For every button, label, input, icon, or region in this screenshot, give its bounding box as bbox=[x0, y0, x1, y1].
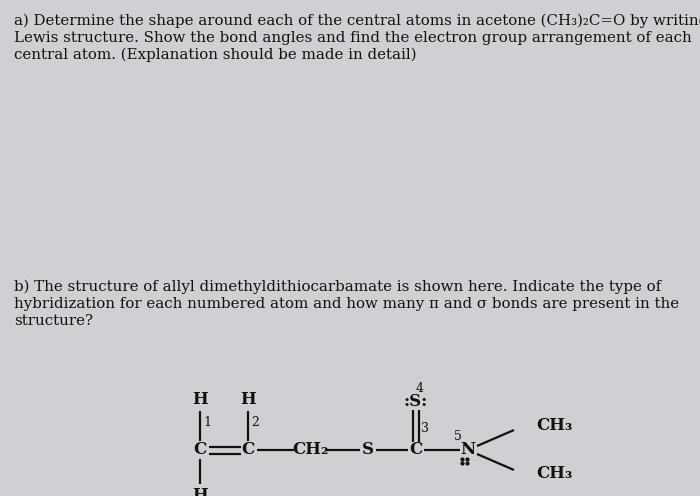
Text: structure?: structure? bbox=[14, 314, 93, 328]
Text: C: C bbox=[193, 441, 206, 458]
Text: C: C bbox=[241, 441, 255, 458]
Text: hybridization for each numbered atom and how many π and σ bonds are present in t: hybridization for each numbered atom and… bbox=[14, 297, 679, 311]
Text: b) The structure of allyl dimethyldithiocarbamate is shown here. Indicate the ty: b) The structure of allyl dimethyldithio… bbox=[14, 280, 662, 295]
Text: CH₃: CH₃ bbox=[536, 466, 573, 483]
Text: 2: 2 bbox=[251, 416, 259, 429]
Text: S: S bbox=[362, 441, 374, 458]
Text: :S:: :S: bbox=[404, 393, 428, 411]
Text: 1: 1 bbox=[203, 416, 211, 429]
Text: H: H bbox=[192, 487, 208, 496]
Text: CH₃: CH₃ bbox=[536, 418, 573, 434]
Text: H: H bbox=[192, 391, 208, 409]
Text: CH₂: CH₂ bbox=[292, 441, 328, 458]
Text: central atom. (Explanation should be made in detail): central atom. (Explanation should be mad… bbox=[14, 48, 416, 62]
Text: a) Determine the shape around each of the central atoms in acetone (CH₃)₂C=O by : a) Determine the shape around each of th… bbox=[14, 14, 700, 28]
Text: 5: 5 bbox=[454, 430, 462, 442]
Text: H: H bbox=[240, 391, 256, 409]
Text: 4: 4 bbox=[416, 381, 424, 394]
Text: 3: 3 bbox=[421, 422, 429, 434]
Text: C: C bbox=[410, 441, 423, 458]
Text: Lewis structure. Show the bond angles and find the electron group arrangement of: Lewis structure. Show the bond angles an… bbox=[14, 31, 692, 45]
Text: N: N bbox=[461, 441, 475, 458]
